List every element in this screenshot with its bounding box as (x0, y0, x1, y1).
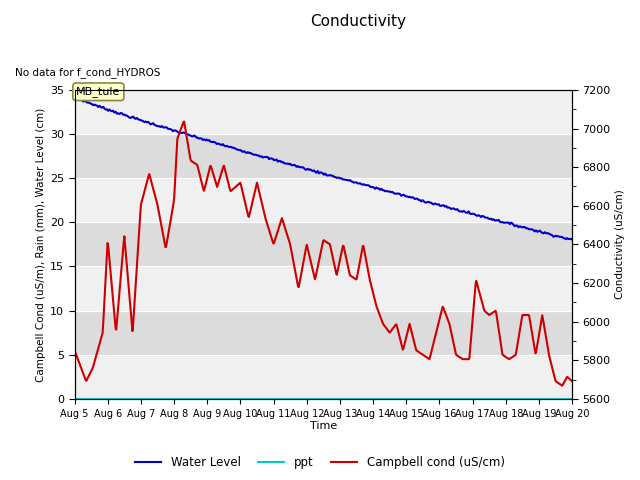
Bar (74, 355, 572, 399)
Legend: Water Level, ppt, Campbell cond (uS/cm): Water Level, ppt, Campbell cond (uS/cm) (131, 452, 509, 474)
Y-axis label: Conductivity (uS/cm): Conductivity (uS/cm) (615, 190, 625, 299)
Bar (74, 222, 572, 266)
Bar (74, 266, 572, 311)
Text: No data for f_cond_HYDROS: No data for f_cond_HYDROS (15, 67, 160, 78)
Text: MB_tule: MB_tule (76, 86, 120, 97)
Bar (74, 311, 572, 355)
Bar (74, 178, 572, 222)
Bar (74, 134, 572, 178)
Bar (74, 90, 572, 134)
Y-axis label: Campbell Cond (uS/m), Rain (mm), Water Level (cm): Campbell Cond (uS/m), Rain (mm), Water L… (36, 107, 46, 382)
Text: Conductivity: Conductivity (310, 14, 406, 29)
X-axis label: Time: Time (310, 421, 337, 432)
